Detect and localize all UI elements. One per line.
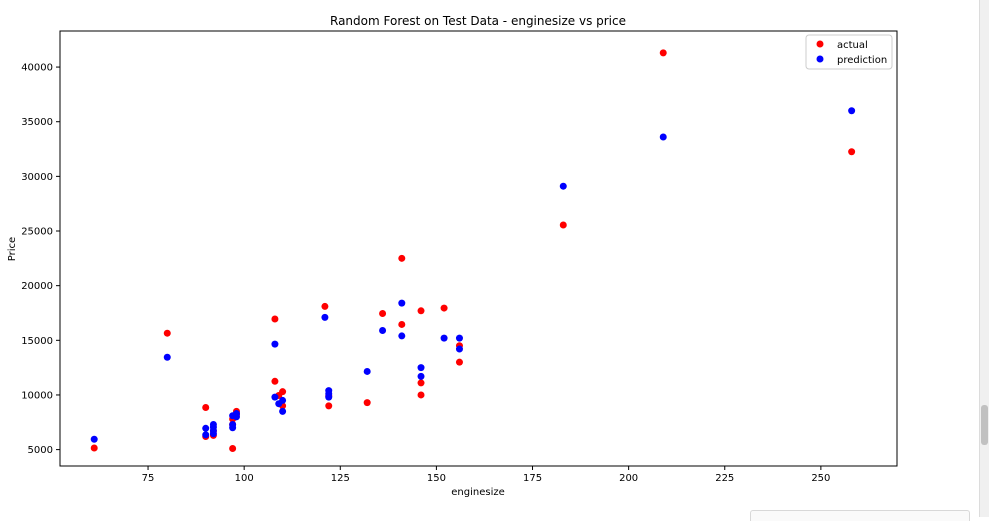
data-points xyxy=(90,49,856,453)
point-prediction xyxy=(279,407,287,415)
point-actual xyxy=(659,49,667,57)
legend-box xyxy=(805,34,893,70)
point-prediction xyxy=(455,345,463,353)
x-tick-label: 200 xyxy=(619,473,638,484)
point-prediction xyxy=(209,430,217,438)
x-tick-label: 150 xyxy=(427,473,446,484)
point-actual xyxy=(417,379,425,387)
legend-label-prediction: prediction xyxy=(837,55,887,66)
point-actual xyxy=(271,377,279,385)
point-actual xyxy=(363,399,371,407)
point-actual xyxy=(848,148,856,156)
point-prediction xyxy=(559,182,567,190)
x-axis-ticks: 75 100 125 150 175 200 225 250 xyxy=(142,466,830,484)
y-tick-label: 5000 xyxy=(28,445,53,456)
point-prediction xyxy=(271,340,279,348)
x-tick-label: 100 xyxy=(235,473,254,484)
point-actual xyxy=(455,358,463,366)
y-tick-label: 30000 xyxy=(21,172,53,183)
y-tick-label: 40000 xyxy=(21,63,53,74)
point-prediction xyxy=(202,424,210,432)
point-actual xyxy=(398,254,406,262)
point-prediction xyxy=(325,393,333,401)
y-tick-label: 15000 xyxy=(21,336,53,347)
point-prediction xyxy=(398,299,406,307)
point-actual xyxy=(559,221,567,229)
point-prediction xyxy=(279,396,287,404)
legend-label-actual: actual xyxy=(837,40,868,51)
point-actual xyxy=(321,302,329,310)
point-prediction xyxy=(90,435,98,443)
point-actual xyxy=(271,315,279,323)
chart-title: Random Forest on Test Data - enginesize … xyxy=(330,14,626,28)
point-prediction xyxy=(321,313,329,321)
legend-marker-prediction xyxy=(816,55,824,63)
point-prediction xyxy=(848,107,856,115)
point-prediction xyxy=(363,367,371,375)
point-prediction xyxy=(659,133,667,141)
point-prediction xyxy=(417,372,425,380)
point-prediction xyxy=(202,431,210,439)
x-tick-label: 175 xyxy=(523,473,542,484)
x-tick-label: 125 xyxy=(331,473,350,484)
x-tick-label: 225 xyxy=(715,473,734,484)
point-prediction xyxy=(271,393,279,401)
point-prediction xyxy=(379,326,387,334)
point-prediction xyxy=(229,424,237,432)
point-actual xyxy=(202,404,210,412)
point-actual xyxy=(398,320,406,328)
point-actual xyxy=(90,444,98,452)
point-prediction xyxy=(163,353,171,361)
y-tick-label: 20000 xyxy=(21,281,53,292)
x-tick-label: 250 xyxy=(811,473,830,484)
point-prediction xyxy=(232,413,240,421)
point-prediction xyxy=(417,364,425,372)
y-tick-label: 35000 xyxy=(21,117,53,128)
y-axis-ticks: 5000 10000 15000 20000 25000 30000 35000 40000 xyxy=(21,63,60,456)
point-prediction xyxy=(398,332,406,340)
notebook-toolbar[interactable] xyxy=(750,510,970,521)
x-tick-label: 75 xyxy=(142,473,155,484)
legend: actual prediction xyxy=(805,34,893,70)
y-tick-label: 25000 xyxy=(21,227,53,238)
point-actual xyxy=(163,329,171,337)
point-actual xyxy=(417,307,425,315)
legend-marker-actual xyxy=(816,40,824,48)
y-axis-label: Price xyxy=(7,237,18,261)
x-axis-label: enginesize xyxy=(451,487,505,498)
scrollbar-thumb[interactable] xyxy=(981,405,988,445)
point-prediction xyxy=(440,334,448,342)
point-actual xyxy=(417,391,425,399)
vertical-scrollbar[interactable] xyxy=(979,0,989,517)
plot-area xyxy=(59,30,898,467)
y-tick-label: 10000 xyxy=(21,390,53,401)
point-actual xyxy=(229,445,237,453)
point-prediction xyxy=(455,334,463,342)
point-actual xyxy=(379,310,387,318)
point-actual xyxy=(325,402,333,410)
point-actual xyxy=(279,388,287,396)
point-actual xyxy=(440,304,448,312)
